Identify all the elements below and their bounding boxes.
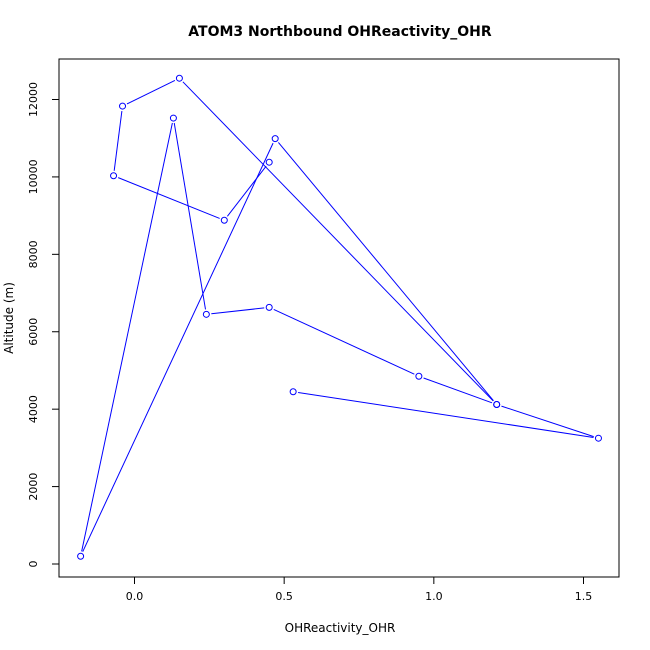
series-line-segment [126, 79, 176, 105]
series-line-segment [211, 307, 265, 315]
series-layer [81, 79, 594, 552]
series-line-segment [81, 122, 173, 552]
marker-layer [77, 74, 602, 560]
data-point [289, 388, 297, 396]
series-line-segment [226, 165, 267, 217]
data-point [220, 216, 228, 224]
data-point [415, 372, 423, 380]
series-line-segment [298, 392, 594, 438]
data-point [119, 102, 127, 110]
data-point [202, 310, 210, 318]
series-line-segment [117, 177, 220, 219]
x-tick-label: 1.0 [425, 590, 443, 603]
data-point [493, 401, 501, 409]
chart-title: ATOM3 Northbound OHReactivity_OHR [188, 24, 492, 40]
data-point [77, 552, 85, 560]
data-point [169, 114, 177, 122]
series-line-segment [278, 142, 494, 401]
plot-frame [58, 58, 620, 578]
series-line-segment [273, 309, 415, 375]
data-point [110, 172, 118, 180]
y-tick-label: 12000 [27, 82, 40, 117]
data-point [175, 74, 183, 82]
series-line-segment [173, 122, 207, 310]
data-point [271, 135, 279, 143]
y-axis: 0 2000 4000 6000 8000 10000 12000 [27, 82, 60, 568]
series-line-segment [501, 405, 594, 438]
data-point [265, 158, 273, 166]
x-tick-label: 1.5 [575, 590, 593, 603]
series-line-segment [113, 110, 123, 171]
data-point [594, 434, 602, 442]
y-tick-label: 4000 [27, 395, 40, 423]
series-line-segment [82, 142, 274, 552]
y-tick-label: 6000 [27, 318, 40, 346]
y-tick-label: 8000 [27, 240, 40, 268]
series-line-segment [423, 377, 493, 404]
y-tick-label: 2000 [27, 473, 40, 501]
y-tick-label: 10000 [27, 159, 40, 194]
data-point [265, 303, 273, 311]
x-tick-label: 0.5 [275, 590, 293, 603]
x-axis: 0.0 0.5 1.0 1.5 [126, 576, 593, 603]
y-axis-label: Altitude (m) [2, 282, 16, 354]
x-tick-label: 0.0 [126, 590, 144, 603]
series-line-segment [182, 81, 494, 402]
x-axis-label: OHReactivity_OHR [285, 621, 396, 635]
y-tick-label: 0 [27, 561, 40, 568]
